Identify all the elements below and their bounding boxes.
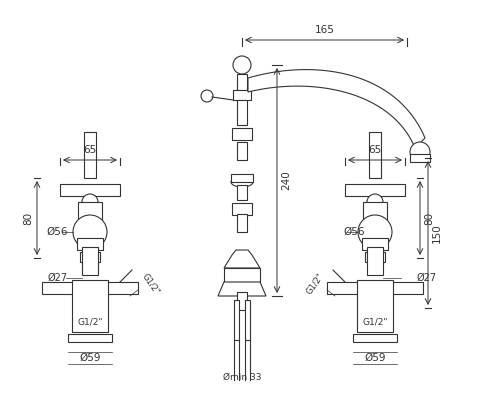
Circle shape bbox=[358, 215, 392, 249]
Bar bbox=[357, 280, 393, 332]
Bar bbox=[77, 238, 103, 250]
Bar bbox=[237, 292, 247, 310]
Bar bbox=[60, 184, 120, 196]
Text: 150: 150 bbox=[432, 223, 442, 243]
Bar bbox=[367, 247, 383, 275]
Polygon shape bbox=[224, 250, 260, 268]
Bar bbox=[369, 132, 381, 178]
Bar bbox=[383, 282, 423, 294]
Circle shape bbox=[410, 142, 430, 162]
Bar bbox=[237, 185, 247, 200]
Bar bbox=[98, 282, 138, 294]
Text: G1/2": G1/2" bbox=[140, 272, 161, 296]
Text: 65: 65 bbox=[368, 145, 382, 155]
Bar bbox=[232, 128, 252, 140]
Bar bbox=[68, 334, 112, 342]
Text: Ø59: Ø59 bbox=[364, 353, 386, 363]
Bar bbox=[353, 334, 397, 342]
Polygon shape bbox=[248, 70, 425, 148]
Circle shape bbox=[201, 90, 213, 102]
Bar bbox=[363, 202, 387, 222]
Circle shape bbox=[73, 215, 107, 249]
Bar bbox=[72, 280, 108, 332]
Text: G1/2": G1/2" bbox=[362, 318, 388, 326]
Bar bbox=[233, 90, 251, 100]
Text: 80: 80 bbox=[424, 212, 434, 224]
Text: 65: 65 bbox=[84, 145, 96, 155]
Bar bbox=[84, 132, 96, 178]
Circle shape bbox=[82, 194, 98, 210]
Text: Ø27: Ø27 bbox=[48, 273, 68, 283]
Text: 165: 165 bbox=[314, 25, 334, 35]
Bar bbox=[327, 282, 367, 294]
Bar bbox=[237, 74, 247, 90]
Text: Ø56: Ø56 bbox=[344, 227, 365, 237]
Bar bbox=[362, 238, 388, 250]
Circle shape bbox=[233, 56, 251, 74]
Polygon shape bbox=[218, 282, 266, 296]
Bar bbox=[80, 252, 100, 262]
Bar bbox=[82, 247, 98, 275]
Bar bbox=[42, 282, 82, 294]
Bar bbox=[237, 214, 247, 232]
Ellipse shape bbox=[231, 177, 253, 187]
Text: Ø59: Ø59 bbox=[79, 353, 101, 363]
Text: 240: 240 bbox=[281, 171, 291, 190]
Bar bbox=[78, 202, 102, 222]
Text: G1/2": G1/2" bbox=[304, 272, 325, 296]
Bar bbox=[224, 268, 260, 282]
Text: Ø27: Ø27 bbox=[417, 273, 437, 283]
Bar bbox=[245, 300, 250, 340]
Text: 80: 80 bbox=[23, 212, 33, 224]
Bar bbox=[237, 100, 247, 125]
Bar bbox=[237, 142, 247, 160]
Circle shape bbox=[367, 194, 383, 210]
Bar bbox=[410, 154, 430, 162]
Bar bbox=[234, 300, 239, 340]
Bar bbox=[345, 184, 405, 196]
Text: Ømin 33: Ømin 33 bbox=[223, 372, 261, 382]
Bar bbox=[365, 252, 385, 262]
Bar bbox=[231, 174, 253, 182]
Text: Ø56: Ø56 bbox=[46, 227, 68, 237]
Bar bbox=[232, 203, 252, 215]
Text: G1/2": G1/2" bbox=[77, 318, 103, 326]
